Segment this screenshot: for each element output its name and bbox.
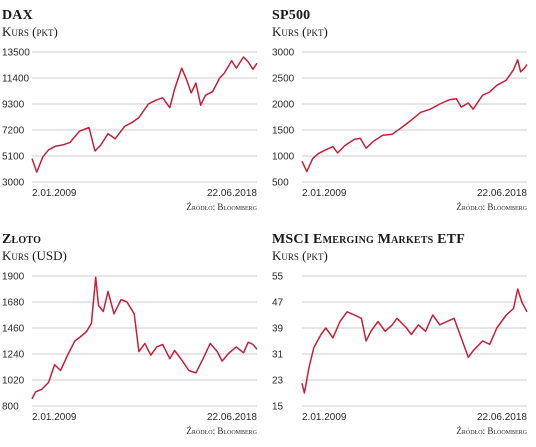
sp500-chart: 500 1000 1500 2000 2500 3000 2.01.2009 22.06.20…	[272, 48, 528, 213]
series-line	[301, 288, 528, 394]
gold-chart-panel: Złoto Kurs (USD) 800 1020 1240 1460 1680 1900…	[2, 232, 264, 444]
y-tick-label: 31	[272, 350, 284, 361]
msci-em-etf-chart: 15 23 31 39 47 55 2.01.2009 22.06.2018 Źródło: B…	[272, 272, 528, 436]
y-tick-label: 1680	[2, 298, 25, 309]
y-tick-label: 55	[272, 272, 284, 283]
y-tick-label: 9300	[2, 100, 25, 111]
dax-chart: 3000 5100 7200 9300 11400 13500 2.01.2009 22.06…	[2, 48, 258, 213]
y-axis-label: Kurs (pkt)	[272, 24, 328, 39]
y-tick-label: 7200	[2, 126, 25, 137]
end-date-label: 22.06.2018	[207, 188, 257, 199]
chart-title: MSCI Emerging Markets ETF	[272, 232, 465, 247]
chart-title: Złoto	[2, 232, 42, 247]
dax-chart-panel: DAX Kurs (pkt) 3000 5100 7200 9300 11400 1350…	[2, 8, 264, 220]
chart-title: SP500	[272, 8, 311, 23]
y-tick-label: 15	[272, 402, 284, 413]
y-tick-label: 1460	[2, 324, 25, 335]
gold-chart: 800 1020 1240 1460 1680 1900 2.01.2009 22.06.20…	[2, 272, 258, 437]
y-tick-label: 11400	[2, 74, 30, 85]
y-tick-label: 23	[272, 376, 284, 387]
start-date-label: 2.01.2009	[32, 412, 77, 423]
msci-em-etf-chart-panel: MSCI Emerging Markets ETF Kurs (pkt) 15 2…	[272, 232, 534, 444]
y-tick-label: 47	[272, 298, 284, 309]
end-date-label: 22.06.2018	[207, 412, 257, 423]
y-tick-label: 1240	[2, 350, 25, 361]
y-tick-label: 2000	[272, 100, 295, 111]
y-tick-label: 500	[272, 178, 289, 189]
y-tick-label: 1020	[2, 376, 25, 387]
series-line	[31, 276, 258, 400]
start-date-label: 2.01.2009	[302, 412, 347, 423]
y-axis-label: Kurs (USD)	[2, 248, 67, 263]
y-tick-label: 1000	[272, 152, 295, 163]
y-tick-label: 800	[2, 402, 19, 413]
source-note: Źródło: Bloomberg	[456, 202, 527, 212]
y-tick-label: 2500	[272, 74, 295, 85]
y-tick-label: 3000	[2, 178, 25, 189]
y-tick-label: 3000	[272, 48, 295, 59]
sp500-chart-panel: SP500 Kurs (pkt) 500 1000 1500 2000 2500 3000…	[272, 8, 534, 220]
chart-title: DAX	[2, 8, 33, 23]
end-date-label: 22.06.2018	[477, 188, 527, 199]
y-axis-label: Kurs (pkt)	[272, 248, 328, 263]
y-tick-label: 5100	[2, 152, 25, 163]
y-tick-label: 13500	[2, 48, 30, 59]
source-note: Źródło: Bloomberg	[186, 202, 257, 212]
end-date-label: 22.06.2018	[477, 412, 527, 423]
series-line	[31, 56, 258, 173]
start-date-label: 2.01.2009	[32, 188, 77, 199]
y-axis-label: Kurs (pkt)	[2, 24, 58, 39]
series-line	[301, 59, 528, 173]
source-note: Źródło: Bloomberg	[456, 426, 527, 436]
y-tick-label: 1900	[2, 272, 25, 283]
source-note: Źródło: Bloomberg	[186, 426, 257, 436]
y-tick-label: 39	[272, 324, 284, 335]
start-date-label: 2.01.2009	[302, 188, 347, 199]
y-tick-label: 1500	[272, 126, 295, 137]
